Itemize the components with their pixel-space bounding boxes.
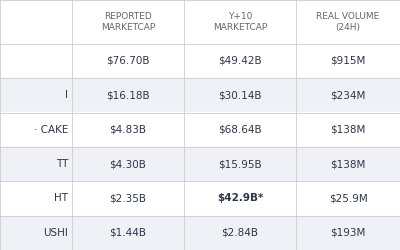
Text: I: I [65, 90, 68, 100]
Bar [0, 181, 400, 216]
Text: Y+10
MARKETCAP: Y+10 MARKETCAP [213, 12, 267, 32]
Text: $193M: $193M [330, 228, 366, 238]
Text: HT: HT [54, 194, 68, 203]
Bar [0, 147, 400, 181]
Bar [0, 112, 400, 147]
Text: $15.95B: $15.95B [218, 159, 262, 169]
Text: $2.84B: $2.84B [222, 228, 258, 238]
Text: $42.9B*: $42.9B* [217, 194, 263, 203]
Text: $30.14B: $30.14B [218, 90, 262, 100]
Text: REAL VOLUME
(24H): REAL VOLUME (24H) [316, 12, 380, 32]
Text: $138M: $138M [330, 125, 366, 135]
Text: $16.18B: $16.18B [106, 90, 150, 100]
Text: $49.42B: $49.42B [218, 56, 262, 66]
Text: REPORTED
MARKETCAP: REPORTED MARKETCAP [101, 12, 155, 32]
Text: USHI: USHI [43, 228, 68, 238]
Text: $76.70B: $76.70B [106, 56, 150, 66]
Bar [0, 216, 400, 250]
Text: · CAKE: · CAKE [34, 125, 68, 135]
Text: $234M: $234M [330, 90, 366, 100]
Text: $68.64B: $68.64B [218, 125, 262, 135]
Text: $2.35B: $2.35B [110, 194, 146, 203]
Text: $4.30B: $4.30B [110, 159, 146, 169]
Bar [0, 78, 400, 112]
Text: $1.44B: $1.44B [110, 228, 146, 238]
Text: $138M: $138M [330, 159, 366, 169]
Text: $915M: $915M [330, 56, 366, 66]
Text: $4.83B: $4.83B [110, 125, 146, 135]
Bar [0, 0, 400, 44]
Bar [0, 44, 400, 78]
Text: TT: TT [56, 159, 68, 169]
Text: $25.9M: $25.9M [329, 194, 367, 203]
